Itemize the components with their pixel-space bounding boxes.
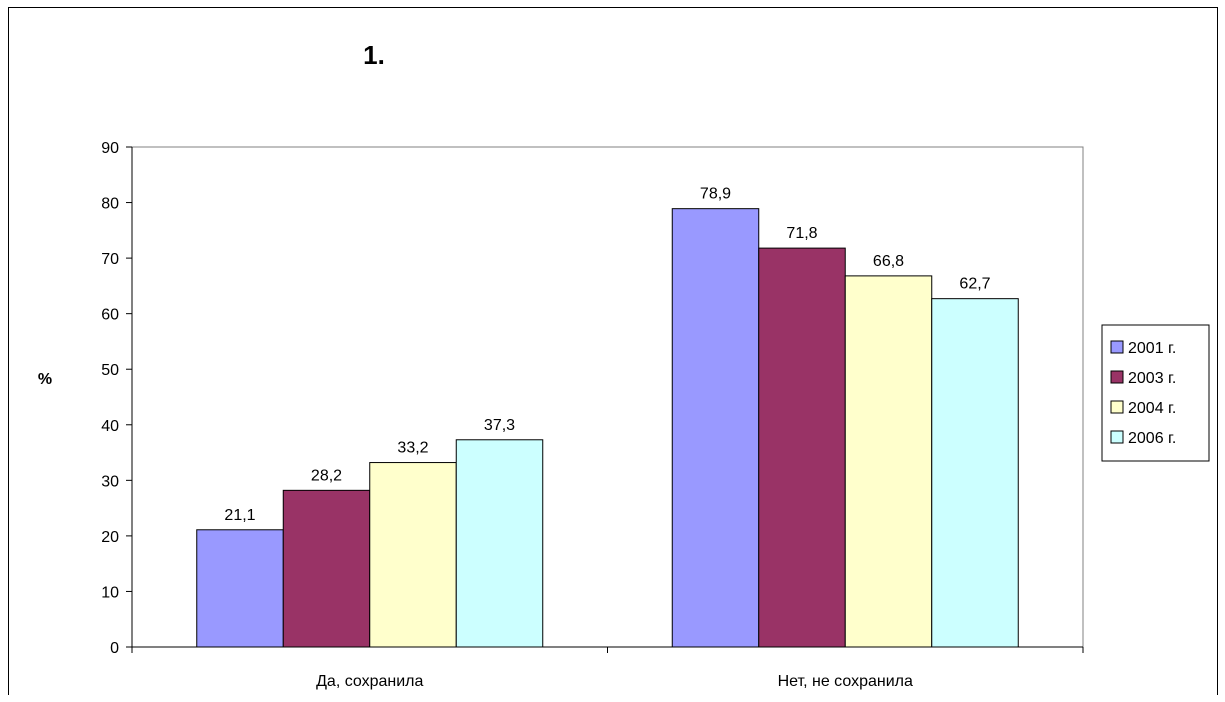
bar-value-label: 66,8 <box>873 253 904 270</box>
bar-labels: 21,1 28,2 33,2 37,3 78,9 71,8 66,8 62,7 <box>224 186 990 524</box>
x-axis: Да, сохранила Нет, не сохранила <box>131 646 1084 690</box>
legend: 2001 г. 2003 г. 2004 г. 2006 г. <box>1101 324 1210 462</box>
bar <box>369 462 457 648</box>
y-tick-label: 90 <box>101 140 119 157</box>
bar-value-label: 78,9 <box>700 186 731 203</box>
y-tick-label: 50 <box>101 362 119 379</box>
y-tick-label: 40 <box>101 418 119 435</box>
y-axis: 0 10 20 30 40 50 60 70 80 90 <box>101 140 133 657</box>
bar <box>282 489 371 648</box>
x-tick-label: Да, сохранила <box>316 673 423 690</box>
y-tick-label: 20 <box>101 529 119 546</box>
bar <box>671 208 760 648</box>
y-tick-label: 10 <box>101 584 119 601</box>
y-axis-label: % <box>38 371 52 388</box>
bar-value-label: 62,7 <box>959 276 990 293</box>
y-tick-label: 30 <box>101 473 119 490</box>
bar <box>844 275 933 648</box>
legend-label: 2003 г. <box>1128 370 1176 387</box>
chart-title: 1. <box>363 40 385 70</box>
bar <box>931 298 1019 648</box>
legend-label: 2001 г. <box>1128 340 1176 357</box>
bar-value-label: 28,2 <box>311 467 342 484</box>
y-tick-label: 0 <box>110 640 119 657</box>
bar-value-label: 21,1 <box>224 507 255 524</box>
x-tick-label: Нет, не сохранила <box>778 673 913 690</box>
bar <box>758 247 846 648</box>
bar <box>455 439 544 648</box>
bar <box>196 529 284 648</box>
bar-value-label: 71,8 <box>786 225 817 242</box>
legend-label: 2006 г. <box>1128 430 1176 447</box>
y-tick-label: 80 <box>101 196 119 213</box>
bars <box>196 208 1019 648</box>
y-tick-label: 70 <box>101 251 119 268</box>
legend-swatch <box>1110 430 1124 444</box>
y-tick-label: 60 <box>101 307 119 324</box>
bar-value-label: 37,3 <box>484 417 515 434</box>
legend-swatch <box>1110 400 1124 414</box>
legend-label: 2004 г. <box>1128 400 1176 417</box>
bar-value-label: 33,2 <box>397 440 428 457</box>
chart-frame <box>8 7 1218 695</box>
legend-swatch <box>1110 370 1124 384</box>
legend-swatch <box>1110 340 1124 354</box>
